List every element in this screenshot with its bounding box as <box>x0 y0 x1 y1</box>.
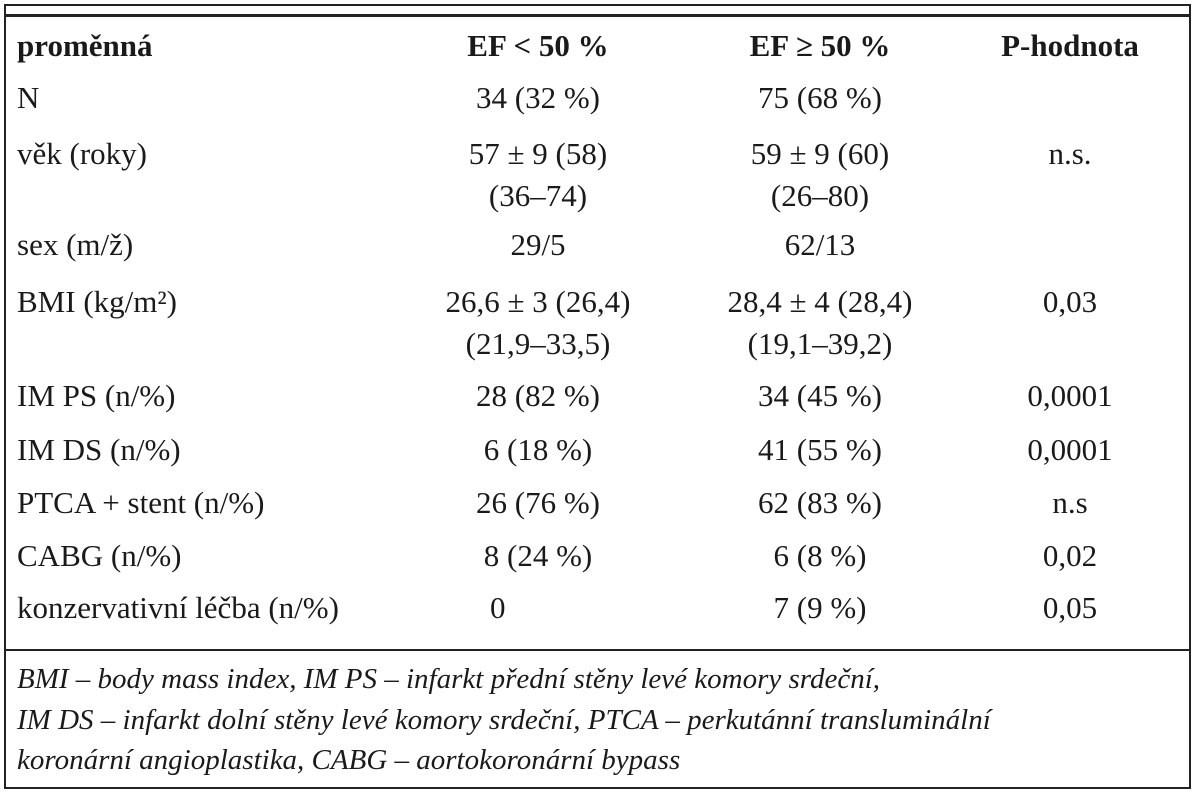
row-label: IM PS (n/%) <box>17 378 176 413</box>
row-label: věk (roky) <box>17 136 147 171</box>
cell-ef-low: 28 (82 %) <box>476 378 600 413</box>
header-p-value: P-hodnota <box>1001 28 1139 63</box>
top-rule <box>6 14 1189 17</box>
footnote-line: koronární angioplastika, CABG – aortokor… <box>17 744 681 776</box>
cell-ef-high: 41 (55 %) <box>758 432 882 467</box>
cell-ef-low: 26 (76 %) <box>476 485 600 520</box>
footnote-line: IM DS – infarkt dolní stěny levé komory … <box>17 704 991 736</box>
cell-p-value: 0,0001 <box>1027 378 1113 413</box>
cell-p-value: 0,03 <box>1042 284 1098 319</box>
cell-ef-high: 59 ± 9 (60) <box>750 136 890 171</box>
cell-ef-low: 34 (32 %) <box>476 80 600 115</box>
row-label: konzervativní léčba (n/%) <box>17 590 339 625</box>
cell-ef-high: 62/13 <box>784 227 856 262</box>
header-variable: proměnná <box>17 28 153 63</box>
cell-p-value: n.s <box>1052 485 1088 520</box>
row-label: N <box>17 80 40 115</box>
cell-ef-high: 62 (83 %) <box>758 485 882 520</box>
cell-ef-low: 26,6 ± 3 (26,4) <box>445 284 631 319</box>
cell-ef-low: 29/5 <box>510 227 566 262</box>
footnote-divider <box>6 649 1189 651</box>
cell-p-value: 0,02 <box>1042 538 1098 573</box>
header-ef-above-50: EF ≥ 50 % <box>749 28 891 63</box>
cell-ef-high: 75 (68 %) <box>758 80 882 115</box>
cell-p-value: n.s. <box>1048 136 1092 171</box>
row-label: PTCA + stent (n/%) <box>17 485 265 520</box>
cell-ef-high: 6 (8 %) <box>773 538 867 573</box>
cell-ef-high: 34 (45 %) <box>758 378 882 413</box>
cell-ef-low: 8 (24 %) <box>483 538 593 573</box>
cell-ef-low: 57 ± 9 (58) <box>468 136 608 171</box>
cell-p-value: 0,05 <box>1042 590 1098 625</box>
cell-ef-low-range: (36–74) <box>488 178 588 213</box>
cell-ef-high-range: (19,1–39,2) <box>747 326 893 361</box>
row-label: IM DS (n/%) <box>17 432 181 467</box>
cell-p-value: 0,0001 <box>1027 432 1113 467</box>
cell-ef-high-range: (26–80) <box>770 178 870 213</box>
row-label: BMI (kg/m²) <box>17 284 177 319</box>
footnote-line: BMI – body mass index, IM PS – infarkt p… <box>17 663 881 695</box>
row-label: sex (m/ž) <box>17 227 134 262</box>
cell-ef-low-range: (21,9–33,5) <box>465 326 611 361</box>
cell-ef-low: 0 <box>490 590 506 625</box>
cell-ef-high: 7 (9 %) <box>773 590 867 625</box>
header-ef-below-50: EF < 50 % <box>467 28 609 63</box>
cell-ef-low: 6 (18 %) <box>483 432 593 467</box>
table-frame <box>4 4 1191 789</box>
cell-ef-high: 28,4 ± 4 (28,4) <box>727 284 913 319</box>
row-label: CABG (n/%) <box>17 538 182 573</box>
